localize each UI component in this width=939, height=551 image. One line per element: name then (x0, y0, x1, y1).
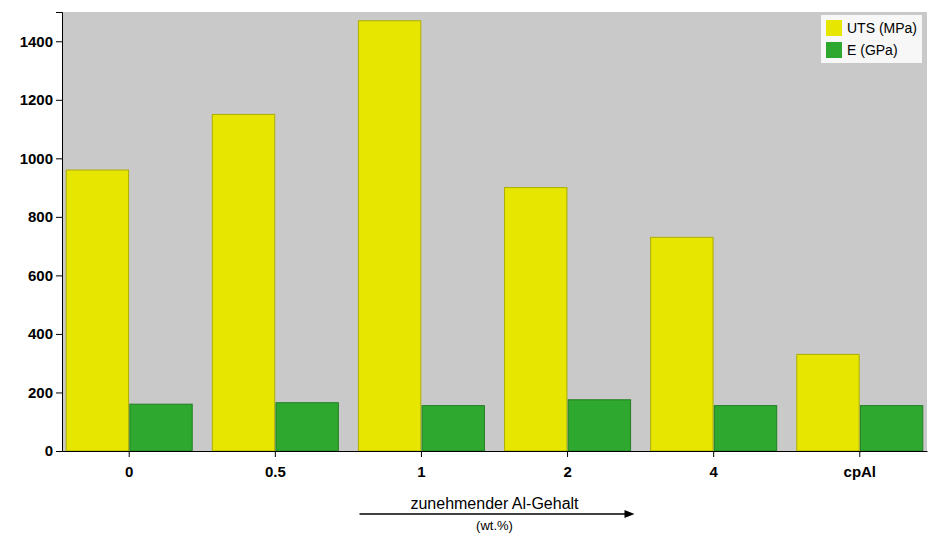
x-tick-mark (129, 451, 130, 457)
y-tick-mark (56, 275, 62, 276)
legend-item: UTS (MPa) (826, 20, 917, 36)
legend: UTS (MPa) E (GPa) (821, 15, 922, 63)
legend-label: UTS (MPa) (847, 20, 917, 36)
x-tick-label: cpAl (844, 463, 877, 480)
y-tick: 1000 (20, 150, 62, 167)
y-tick-mark (56, 100, 62, 101)
x-tick-mark (421, 451, 422, 457)
x-tick: 4 (710, 451, 719, 480)
legend-background (821, 15, 922, 63)
bars (66, 21, 923, 451)
x-tick: 2 (563, 451, 571, 480)
x-tick-mark (859, 451, 860, 457)
y-tick-mark (56, 41, 62, 42)
plot-background (62, 12, 927, 451)
bar (505, 188, 567, 451)
y-tick-label: 0 (45, 442, 53, 459)
y-tick-label: 1000 (20, 150, 53, 167)
bar (568, 400, 630, 451)
bar (276, 403, 338, 451)
y-tick-mark (56, 451, 62, 452)
x-tick: 1 (417, 451, 425, 480)
legend-item: E (GPa) (826, 42, 898, 58)
x-axis-title: zunehmender Al-Gehalt (410, 495, 579, 512)
arrow-line (360, 513, 627, 515)
x-tick-mark (275, 451, 276, 457)
bar (860, 406, 922, 451)
bar (714, 406, 776, 451)
y-axis: 0 200 400 600 800 1000 1200 1400 (20, 13, 63, 460)
bar (358, 21, 420, 451)
y-tick-mark (56, 158, 62, 159)
legend-swatch (826, 42, 842, 58)
x-tick: cpAl (844, 451, 877, 480)
y-tick-label: 200 (28, 384, 53, 401)
x-tick-label: 4 (710, 463, 719, 480)
y-tick: 1400 (20, 33, 62, 50)
x-tick-mark (713, 451, 714, 457)
y-axis-line (56, 13, 63, 452)
y-tick: 1200 (20, 91, 62, 108)
y-tick-label: 600 (28, 267, 53, 284)
bar (422, 406, 484, 451)
y-tick: 600 (28, 267, 62, 284)
legend-label: E (GPa) (847, 42, 898, 58)
y-tick-mark (56, 217, 62, 218)
chart: 0 200 400 600 800 1000 1200 1400 0 0.5 1 2 4 cpAl UTS … (0, 0, 939, 551)
y-tick: 200 (28, 384, 62, 401)
y-tick: 400 (28, 325, 62, 342)
x-tick-mark (567, 451, 568, 457)
bar (130, 404, 192, 451)
y-tick-mark (56, 334, 62, 335)
y-tick-mark (56, 392, 62, 393)
y-tick-label: 1400 (20, 33, 53, 50)
y-tick: 0 (45, 442, 62, 459)
y-tick-label: 800 (28, 208, 53, 225)
annotation: (wt.%) (476, 518, 513, 533)
bar (212, 114, 274, 451)
x-tick-label: 0.5 (265, 463, 286, 480)
x-tick-label: 1 (417, 463, 425, 480)
y-tick: 800 (28, 208, 62, 225)
y-tick-label: 400 (28, 325, 53, 342)
x-tick: 0 (125, 451, 133, 480)
x-axis-line (63, 451, 928, 452)
plot: 0 200 400 600 800 1000 1200 1400 0 0.5 1 2 4 cpAl UTS … (20, 12, 928, 480)
legend-swatch (826, 20, 842, 36)
x-tick-label: 2 (563, 463, 571, 480)
x-tick: 0.5 (265, 451, 286, 480)
bar (66, 170, 128, 451)
x-axis: 0 0.5 1 2 4 cpAl (63, 451, 928, 480)
y-tick-label: 1200 (20, 91, 53, 108)
arrow-head (625, 510, 635, 518)
x-tick-label: 0 (125, 463, 133, 480)
bar (651, 237, 713, 451)
bar (797, 354, 859, 451)
